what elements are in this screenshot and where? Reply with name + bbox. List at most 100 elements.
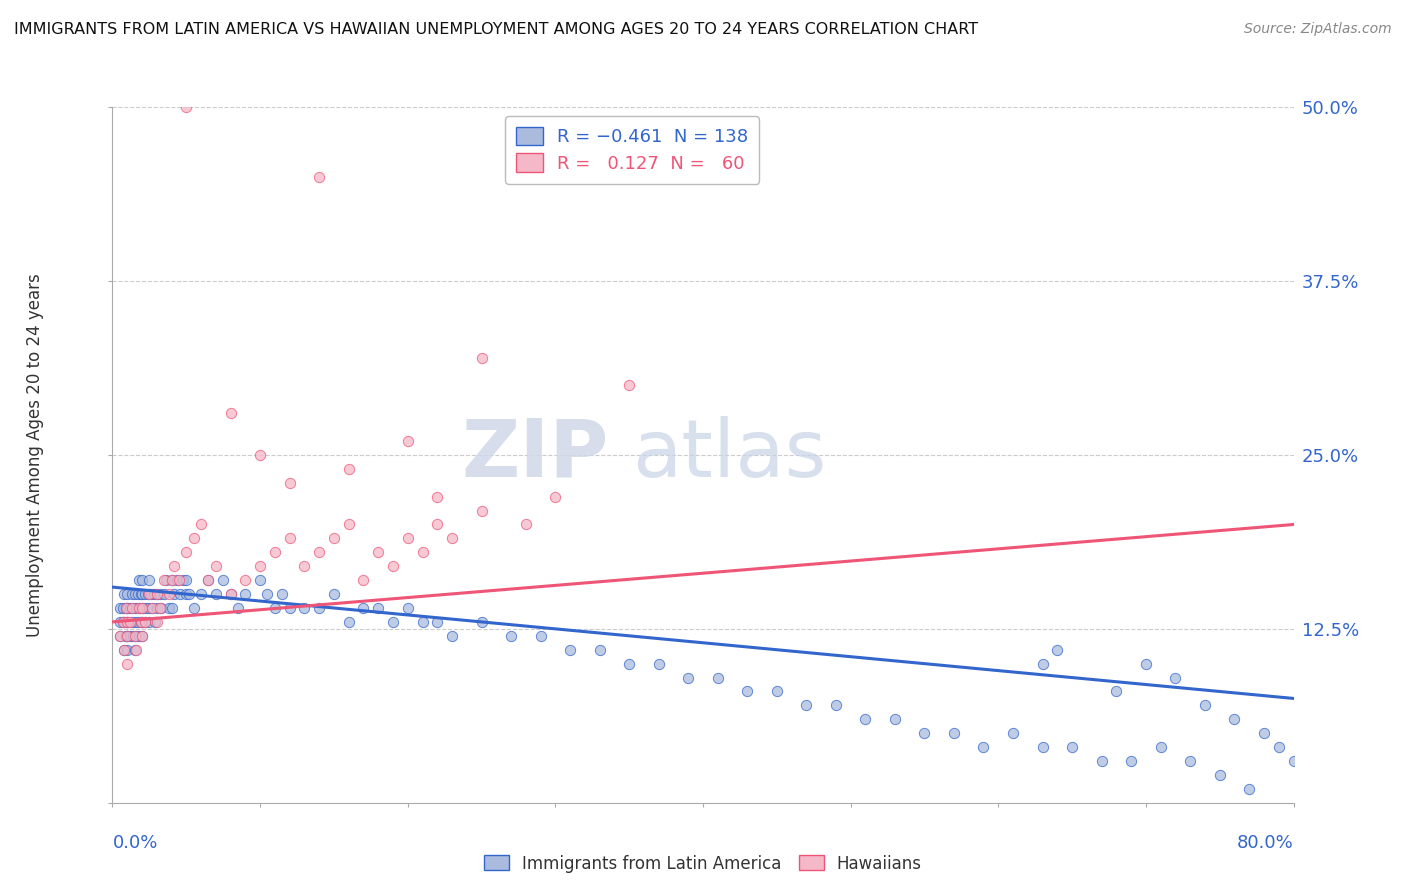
Point bbox=[108, 601, 131, 615]
Point bbox=[112, 615, 135, 629]
Point bbox=[190, 587, 212, 601]
Point bbox=[124, 629, 146, 643]
Point bbox=[121, 601, 143, 615]
Text: 80.0%: 80.0% bbox=[1237, 834, 1294, 852]
Point bbox=[111, 601, 134, 615]
Point bbox=[323, 532, 346, 546]
Point bbox=[219, 587, 242, 601]
Point bbox=[117, 657, 138, 671]
Point bbox=[131, 615, 153, 629]
Point bbox=[1062, 740, 1084, 755]
Point bbox=[131, 587, 153, 601]
Point bbox=[141, 601, 163, 615]
Point bbox=[470, 351, 494, 365]
Point bbox=[131, 573, 153, 587]
Point bbox=[117, 587, 138, 601]
Point bbox=[367, 545, 389, 559]
Point bbox=[292, 559, 315, 574]
Point bbox=[264, 545, 287, 559]
Point bbox=[441, 629, 464, 643]
Point bbox=[219, 406, 242, 420]
Point bbox=[278, 532, 301, 546]
Point bbox=[117, 601, 138, 615]
Point bbox=[367, 601, 389, 615]
Point bbox=[411, 545, 433, 559]
Point bbox=[134, 587, 156, 601]
Point bbox=[112, 587, 135, 601]
Point bbox=[129, 615, 152, 629]
Point bbox=[150, 601, 173, 615]
Point bbox=[117, 615, 138, 629]
Point bbox=[1105, 684, 1128, 698]
Point bbox=[132, 601, 155, 615]
Point bbox=[824, 698, 846, 713]
Legend: R = −0.461  N = 138, R =   0.127  N =   60: R = −0.461 N = 138, R = 0.127 N = 60 bbox=[505, 116, 759, 184]
Point bbox=[337, 462, 360, 476]
Point bbox=[278, 601, 301, 615]
Point bbox=[160, 601, 183, 615]
Point bbox=[174, 545, 197, 559]
Point bbox=[128, 629, 150, 643]
Point bbox=[183, 601, 205, 615]
Point bbox=[337, 615, 360, 629]
Point bbox=[308, 169, 330, 184]
Point bbox=[122, 601, 145, 615]
Point bbox=[111, 615, 134, 629]
Point bbox=[153, 587, 176, 601]
Point bbox=[143, 615, 166, 629]
Point bbox=[146, 615, 169, 629]
Point bbox=[1282, 754, 1305, 768]
Point bbox=[352, 573, 374, 587]
Point bbox=[136, 587, 159, 601]
Point bbox=[855, 712, 877, 726]
Point bbox=[278, 475, 301, 490]
Point bbox=[884, 712, 907, 726]
Point bbox=[138, 573, 160, 587]
Point bbox=[179, 587, 201, 601]
Text: Source: ZipAtlas.com: Source: ZipAtlas.com bbox=[1244, 22, 1392, 37]
Point bbox=[155, 573, 177, 587]
Point bbox=[157, 587, 180, 601]
Point bbox=[796, 698, 818, 713]
Point bbox=[183, 532, 205, 546]
Point bbox=[167, 573, 190, 587]
Point bbox=[128, 601, 150, 615]
Point bbox=[120, 615, 142, 629]
Point bbox=[1001, 726, 1024, 740]
Point bbox=[117, 629, 138, 643]
Point bbox=[142, 587, 165, 601]
Point bbox=[249, 448, 271, 462]
Point bbox=[125, 642, 148, 657]
Point bbox=[131, 601, 153, 615]
Point bbox=[271, 587, 294, 601]
Point bbox=[120, 601, 142, 615]
Point bbox=[1046, 642, 1069, 657]
Point bbox=[174, 100, 197, 114]
Point bbox=[470, 503, 494, 517]
Point bbox=[396, 601, 419, 615]
Point bbox=[124, 615, 146, 629]
Point bbox=[124, 587, 146, 601]
Point bbox=[1164, 671, 1187, 685]
Point bbox=[146, 587, 169, 601]
Point bbox=[197, 573, 219, 587]
Point bbox=[172, 573, 194, 587]
Point bbox=[125, 629, 148, 643]
Point bbox=[128, 601, 150, 615]
Point bbox=[1194, 698, 1216, 713]
Point bbox=[264, 601, 287, 615]
Point bbox=[766, 684, 789, 698]
Point bbox=[131, 629, 153, 643]
Point bbox=[169, 587, 191, 601]
Point bbox=[529, 629, 551, 643]
Point bbox=[619, 378, 641, 392]
Point bbox=[1223, 712, 1246, 726]
Point bbox=[619, 657, 641, 671]
Text: Unemployment Among Ages 20 to 24 years: Unemployment Among Ages 20 to 24 years bbox=[27, 273, 44, 637]
Point bbox=[141, 601, 163, 615]
Point bbox=[138, 615, 160, 629]
Point bbox=[256, 587, 278, 601]
Point bbox=[219, 587, 242, 601]
Point bbox=[129, 587, 152, 601]
Point bbox=[426, 615, 449, 629]
